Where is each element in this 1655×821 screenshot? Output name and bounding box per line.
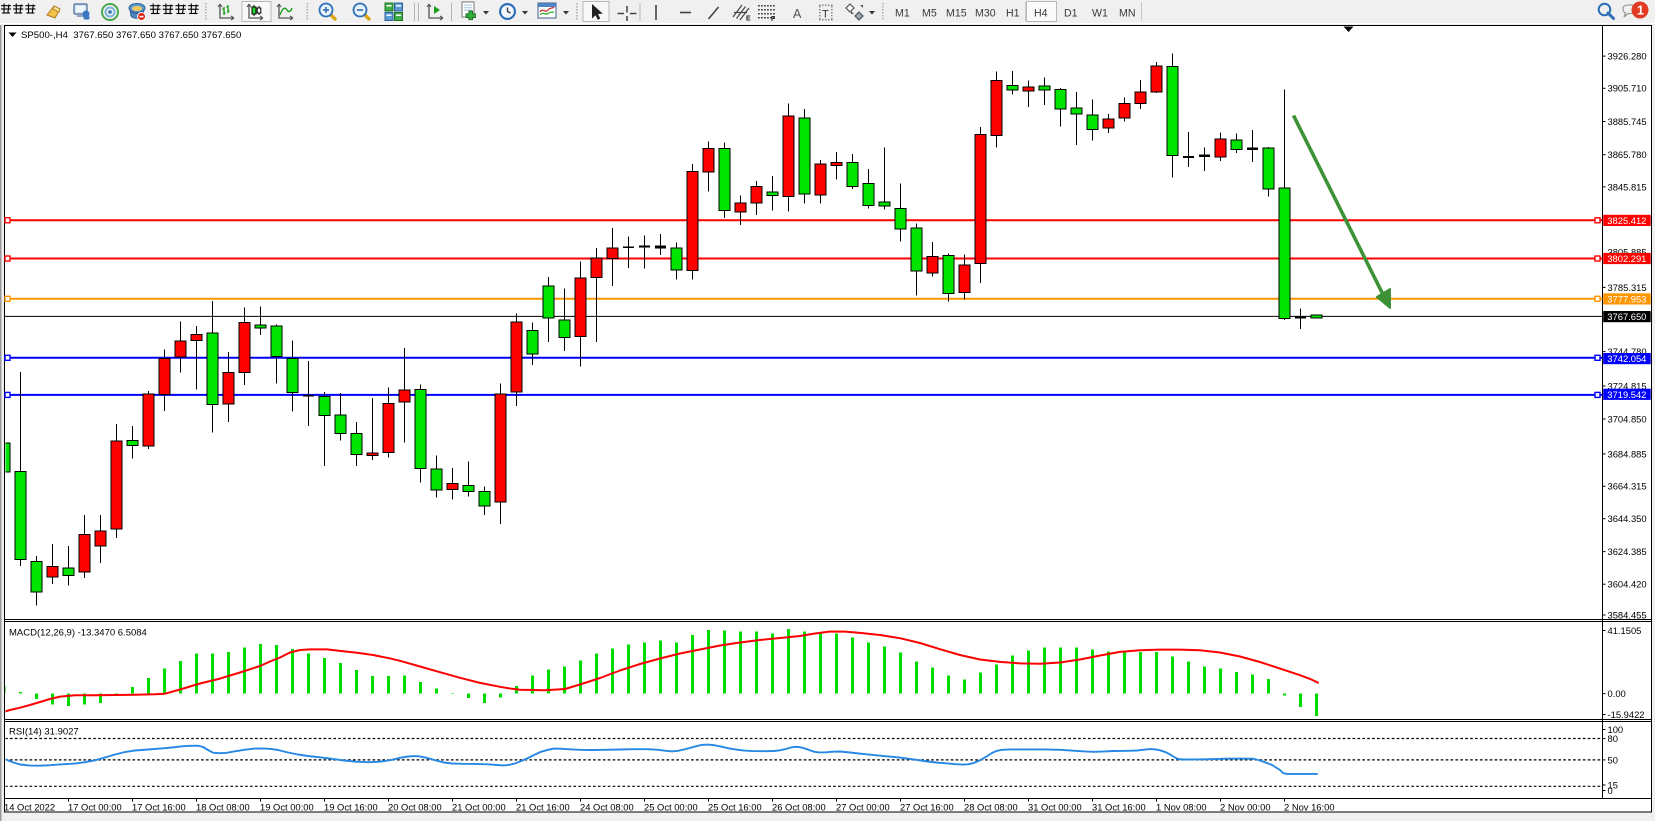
svg-text:3604.420: 3604.420 [1608,579,1647,590]
svg-text:27 Oct 00:00: 27 Oct 00:00 [836,802,890,813]
svg-text:80: 80 [1608,733,1618,744]
svg-text:21 Oct 00:00: 21 Oct 00:00 [452,802,506,813]
svg-text:2 Nov 00:00: 2 Nov 00:00 [1220,802,1271,813]
svg-text:0: 0 [1608,785,1613,796]
svg-text:3719.542: 3719.542 [1607,389,1646,400]
svg-text:3777.953: 3777.953 [1607,293,1646,304]
svg-text:W1: W1 [1092,7,1108,19]
svg-text:19 Oct 16:00: 19 Oct 16:00 [324,802,378,813]
svg-text:28 Oct 08:00: 28 Oct 08:00 [964,802,1018,813]
svg-text:3767.650: 3767.650 [1607,311,1646,322]
svg-text:21 Oct 16:00: 21 Oct 16:00 [516,802,570,813]
svg-text:3926.280: 3926.280 [1608,51,1647,62]
svg-text:M15: M15 [946,7,967,19]
svg-text:100: 100 [1608,724,1624,735]
svg-text:3885.745: 3885.745 [1608,116,1647,127]
svg-text:3802.291: 3802.291 [1607,253,1646,264]
svg-text:RSI(14) 31.9027: RSI(14) 31.9027 [9,726,79,737]
svg-text:25 Oct 00:00: 25 Oct 00:00 [644,802,698,813]
svg-text:17 Oct 16:00: 17 Oct 16:00 [132,802,186,813]
svg-text:M30: M30 [975,7,996,19]
svg-text:27 Oct 16:00: 27 Oct 16:00 [900,802,954,813]
svg-text:41.1505: 41.1505 [1608,625,1642,636]
svg-text:24 Oct 08:00: 24 Oct 08:00 [580,802,634,813]
svg-text:31 Oct 16:00: 31 Oct 16:00 [1092,802,1146,813]
svg-text:3744.780: 3744.780 [1608,346,1647,357]
svg-text:T: T [822,9,829,21]
svg-text:MN: MN [1119,7,1135,19]
svg-text:E: E [746,16,751,23]
svg-text:1: 1 [1637,4,1644,18]
svg-text:3644.350: 3644.350 [1608,513,1647,524]
svg-text:F: F [771,16,776,23]
svg-text:SP500-,H4 3767.650 3767.650 3: SP500-,H4 3767.650 3767.650 3767.650 376… [21,30,241,41]
svg-text:3845.815: 3845.815 [1608,181,1647,192]
svg-text:H1: H1 [1006,7,1020,19]
svg-text:26 Oct 08:00: 26 Oct 08:00 [772,802,826,813]
svg-text:20 Oct 08:00: 20 Oct 08:00 [388,802,442,813]
svg-text:2 Nov 16:00: 2 Nov 16:00 [1284,802,1335,813]
svg-text:3584.455: 3584.455 [1608,609,1647,620]
svg-text:3905.710: 3905.710 [1608,83,1647,94]
svg-text:3664.315: 3664.315 [1608,481,1647,492]
svg-text:15: 15 [1608,779,1618,790]
svg-text:A: A [793,7,802,21]
svg-text:31 Oct 00:00: 31 Oct 00:00 [1028,802,1082,813]
svg-text:3724.815: 3724.815 [1608,380,1647,391]
svg-text:M1: M1 [895,7,910,19]
svg-text:3805.885: 3805.885 [1608,247,1647,258]
svg-text:19 Oct 00:00: 19 Oct 00:00 [260,802,314,813]
svg-text:H4: H4 [1034,7,1048,19]
svg-text:3785.315: 3785.315 [1608,282,1647,293]
svg-text:3704.850: 3704.850 [1608,413,1647,424]
svg-text:3624.385: 3624.385 [1608,546,1647,557]
svg-text:3742.054: 3742.054 [1607,353,1646,364]
svg-text:3684.885: 3684.885 [1608,448,1647,459]
svg-text:0.00: 0.00 [1608,688,1626,699]
svg-text:M5: M5 [922,7,937,19]
svg-text:50: 50 [1608,754,1618,765]
svg-text:25 Oct 16:00: 25 Oct 16:00 [708,802,762,813]
svg-text:MACD(12,26,9) -13.3470 6.5084: MACD(12,26,9) -13.3470 6.5084 [9,627,147,638]
svg-text:-15.9422: -15.9422 [1608,709,1645,720]
svg-text:17 Oct 00:00: 17 Oct 00:00 [68,802,122,813]
svg-text:D1: D1 [1064,7,1078,19]
svg-text:1 Nov 08:00: 1 Nov 08:00 [1156,802,1207,813]
svg-text:14 Oct 2022: 14 Oct 2022 [4,802,55,813]
svg-text:3865.780: 3865.780 [1608,149,1647,160]
svg-text:18 Oct 08:00: 18 Oct 08:00 [196,802,250,813]
svg-text:3825.412: 3825.412 [1607,215,1646,226]
